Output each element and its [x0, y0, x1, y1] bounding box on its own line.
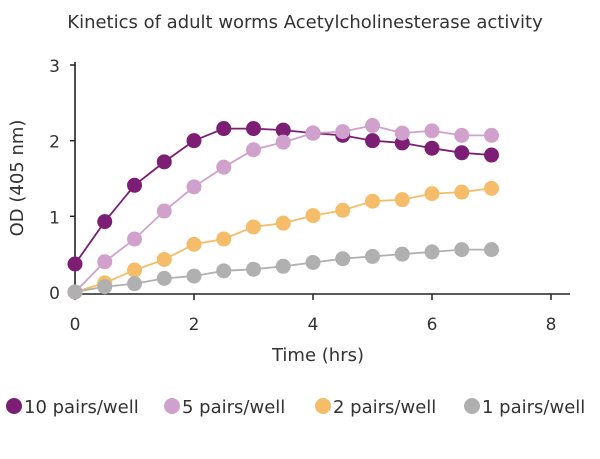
data-point [394, 246, 410, 262]
data-point [275, 122, 291, 138]
y-tick-label: 3 [49, 57, 60, 77]
legend-item: 10 pairs/well [6, 397, 139, 418]
legend-marker [315, 398, 331, 414]
x-tick-label: 8 [546, 315, 557, 335]
data-point [394, 192, 410, 208]
x-tick-label: 6 [427, 315, 438, 335]
legend-marker [6, 398, 22, 414]
legend-marker [164, 398, 180, 414]
data-point [454, 145, 470, 161]
data-point [186, 236, 202, 252]
data-point [186, 133, 202, 149]
data-point [484, 242, 499, 258]
data-point [97, 254, 113, 270]
data-point [424, 244, 440, 260]
data-point [216, 159, 232, 175]
data-point [67, 284, 83, 300]
x-tick-label: 0 [70, 315, 81, 335]
legend-marker [464, 398, 480, 414]
legend-label: 1 pairs/well [482, 397, 585, 418]
data-point [454, 242, 470, 258]
data-point [156, 270, 172, 286]
plot-area [67, 118, 499, 300]
chart-title: Kinetics of adult worms Acetylcholineste… [67, 12, 543, 33]
data-point [97, 214, 113, 230]
y-axis-label: OD (405 nm) [7, 120, 28, 237]
data-point [216, 121, 232, 137]
data-point [305, 125, 321, 141]
x-tick-label: 4 [308, 315, 319, 335]
data-point [275, 215, 291, 231]
legend: 10 pairs/well 5 pairs/well 2 pairs/well 1 p… [6, 397, 585, 418]
data-point [156, 154, 172, 170]
data-point [484, 127, 499, 143]
data-point [335, 251, 351, 267]
legend-item: 2 pairs/well [315, 397, 436, 418]
legend-label: 2 pairs/well [333, 397, 436, 418]
data-point [305, 208, 321, 224]
data-point [365, 133, 380, 149]
legend-item: 5 pairs/well [164, 397, 285, 418]
data-point [127, 262, 142, 278]
y-tick-label: 0 [49, 284, 60, 304]
data-point [454, 127, 470, 143]
data-point [275, 258, 291, 274]
legend-label: 10 pairs/well [24, 397, 139, 418]
data-point [424, 140, 440, 156]
data-point [156, 251, 172, 267]
axis-ticks: 0 1 2 3 0 2 4 6 8 [49, 57, 556, 335]
data-point [127, 276, 142, 292]
data-point [246, 142, 261, 158]
data-point [454, 184, 470, 200]
data-point [246, 261, 261, 277]
data-point [127, 177, 142, 193]
series-4 [67, 242, 499, 300]
data-point [305, 254, 321, 270]
data-point [97, 279, 113, 295]
data-point [394, 125, 410, 141]
x-axis-label: Time (hrs) [271, 345, 364, 366]
data-point [365, 193, 380, 209]
data-point [335, 202, 351, 218]
data-point [156, 203, 172, 219]
data-point [186, 179, 202, 195]
data-point [365, 248, 380, 264]
data-point [246, 219, 261, 235]
y-tick-label: 1 [49, 208, 60, 228]
data-point [216, 231, 232, 247]
data-point [216, 263, 232, 279]
data-point [424, 123, 440, 139]
data-point [484, 147, 499, 163]
data-point [335, 124, 351, 140]
data-point [67, 256, 83, 272]
x-tick-label: 2 [189, 315, 200, 335]
data-point [365, 118, 380, 134]
data-point [484, 180, 499, 196]
y-tick-label: 2 [49, 133, 60, 153]
data-point [424, 186, 440, 202]
data-point [275, 134, 291, 150]
data-point [127, 231, 142, 247]
data-point [246, 121, 261, 137]
legend-label: 5 pairs/well [182, 397, 285, 418]
data-point [186, 268, 202, 284]
legend-item: 1 pairs/well [464, 397, 585, 418]
series-2 [67, 118, 499, 300]
